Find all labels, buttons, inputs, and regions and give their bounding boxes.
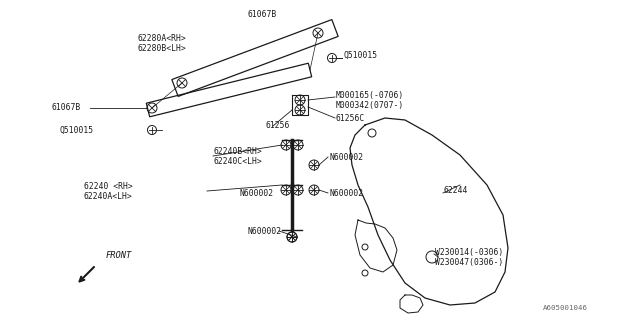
Text: 62240 <RH>: 62240 <RH> xyxy=(84,181,132,190)
Text: N600002: N600002 xyxy=(329,153,363,162)
Text: A605001046: A605001046 xyxy=(543,305,588,311)
Text: 61256: 61256 xyxy=(265,121,289,130)
Text: 62280B<LH>: 62280B<LH> xyxy=(138,44,187,52)
Text: 62280A<RH>: 62280A<RH> xyxy=(138,34,187,43)
Text: 62244: 62244 xyxy=(444,186,468,195)
Text: W230047(0306-): W230047(0306-) xyxy=(435,258,503,267)
Text: 61067B: 61067B xyxy=(248,10,277,19)
Text: M000342(0707-): M000342(0707-) xyxy=(336,100,404,109)
Text: M000165(-0706): M000165(-0706) xyxy=(336,91,404,100)
Text: 62240A<LH>: 62240A<LH> xyxy=(84,191,132,201)
Text: Q510015: Q510015 xyxy=(343,51,377,60)
Text: N600002: N600002 xyxy=(329,188,363,197)
Text: N600002: N600002 xyxy=(247,227,281,236)
Text: W230014(-0306): W230014(-0306) xyxy=(435,247,503,257)
Text: Q510015: Q510015 xyxy=(60,125,94,134)
Text: 61067B: 61067B xyxy=(52,102,81,111)
Text: N600002: N600002 xyxy=(240,188,274,197)
Text: 62240C<LH>: 62240C<LH> xyxy=(214,156,263,165)
Text: 61256C: 61256C xyxy=(336,114,365,123)
Text: FRONT: FRONT xyxy=(106,251,132,260)
Text: 62240B<RH>: 62240B<RH> xyxy=(214,147,263,156)
